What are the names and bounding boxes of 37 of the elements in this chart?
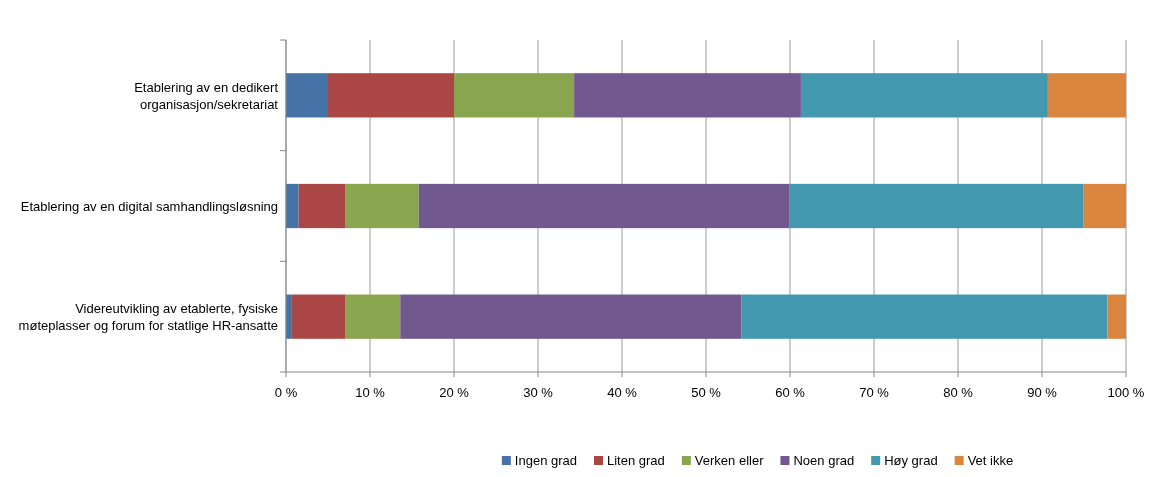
bar xyxy=(454,73,575,118)
bar xyxy=(741,294,1108,339)
x-tick-label: 30 % xyxy=(523,385,554,400)
legend-label: Verken eller xyxy=(694,453,765,468)
bar xyxy=(1083,183,1126,229)
bar xyxy=(286,73,328,118)
bar xyxy=(789,183,1084,229)
x-tick-label: 0 % xyxy=(274,385,298,400)
y-tick-label: Videreutvikling av etablerte, fysiske møteplasser og forum for statlige HR-ansatte xyxy=(18,301,278,334)
bar xyxy=(574,73,801,118)
x-tick-label: 10 % xyxy=(355,385,386,400)
legend-label: Noen grad xyxy=(793,453,855,468)
bar xyxy=(328,73,454,118)
y-tick-label: Etablering av en digital samhandlingsløsning xyxy=(20,199,278,214)
bar xyxy=(345,294,401,339)
x-tick-label: 80 % xyxy=(943,385,974,400)
x-tick-label: 70 % xyxy=(859,385,890,400)
y-tick-label: Etablering av en dedikert organisasjon/sekretariat xyxy=(134,79,279,112)
x-tick-label: 50 % xyxy=(691,385,722,400)
bar xyxy=(400,294,742,339)
bar xyxy=(298,183,346,229)
bar xyxy=(1047,73,1126,118)
bar xyxy=(800,73,1048,118)
x-tick-label: 20 % xyxy=(439,385,470,400)
x-tick-label: 40 % xyxy=(607,385,638,400)
legend-label: Ingen grad xyxy=(514,453,578,468)
legend-label: Høy grad xyxy=(884,453,938,468)
bar xyxy=(286,183,299,229)
x-tick-label: 90 % xyxy=(1027,385,1058,400)
x-tick-label: 100 % xyxy=(1107,385,1145,400)
x-tick-label: 60 % xyxy=(775,385,806,400)
legend-label: Vet ikke xyxy=(967,453,1014,468)
bar xyxy=(291,294,346,339)
bar xyxy=(345,183,419,229)
bar xyxy=(418,183,790,229)
legend-label: Liten grad xyxy=(607,453,665,468)
bar xyxy=(1107,294,1126,339)
